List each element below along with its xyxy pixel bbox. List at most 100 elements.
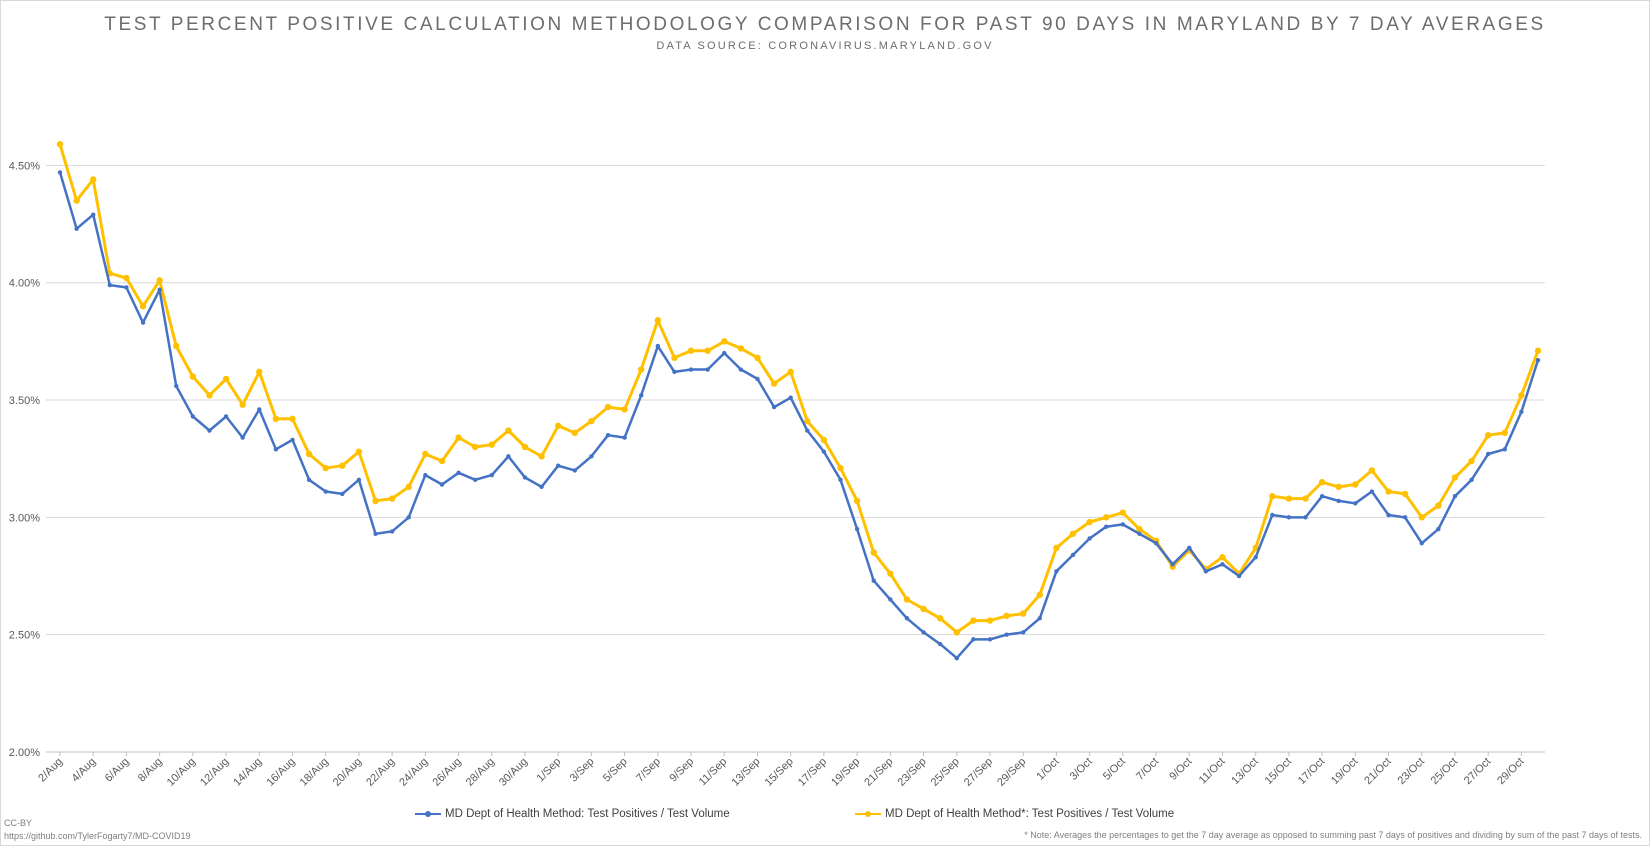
data-point (820, 436, 828, 444)
x-tick-label: 5/Sep (601, 756, 630, 785)
data-point (588, 417, 595, 425)
x-tick-label: 28/Aug (464, 756, 497, 789)
data-point (372, 497, 379, 505)
x-tick-label: 3/Oct (1068, 756, 1095, 783)
data-point (174, 383, 179, 389)
data-point (770, 380, 778, 387)
data-point (688, 367, 694, 372)
data-point (771, 404, 777, 410)
x-tick-label: 12/Aug (198, 756, 231, 789)
x-tick-label: 7/Oct (1134, 756, 1161, 783)
data-point (1435, 502, 1442, 509)
methodology-note: * Note: Averages the percentages to get … (1024, 830, 1642, 840)
x-tick-label: 11/Sep (697, 756, 730, 789)
data-point (306, 477, 312, 483)
data-point (1519, 409, 1524, 414)
data-point (1502, 447, 1507, 452)
data-point (1203, 569, 1209, 574)
data-point (1369, 489, 1375, 494)
data-point (206, 392, 213, 399)
data-point (1485, 451, 1491, 457)
data-point (340, 491, 345, 497)
data-point (190, 414, 196, 419)
data-point (157, 287, 162, 292)
data-point (870, 549, 877, 556)
series-group (56, 141, 1542, 661)
data-point (1104, 524, 1109, 529)
data-point (1335, 483, 1342, 491)
data-point (622, 435, 627, 440)
legend-item-series-2: MD Dept of Health Method*: Test Positive… (855, 808, 1174, 820)
data-point (871, 578, 876, 583)
data-point (373, 531, 378, 536)
data-point (1170, 562, 1175, 567)
data-point (971, 637, 976, 642)
x-tick-label: 1/Oct (1034, 756, 1061, 783)
data-point (1153, 540, 1159, 546)
data-point (1086, 518, 1093, 526)
data-point (90, 176, 97, 183)
y-tick-label: 3.50% (9, 395, 40, 407)
data-point (1019, 610, 1027, 617)
data-point (56, 141, 64, 148)
x-tick-label: 23/Oct (1395, 756, 1426, 787)
data-point (273, 447, 279, 452)
data-point (107, 282, 113, 288)
data-point (837, 464, 844, 472)
x-tick-label: 7/Sep (634, 756, 663, 785)
data-point (289, 415, 296, 423)
data-point (737, 345, 745, 352)
x-tick-label: 20/Aug (331, 756, 364, 789)
data-point (1070, 552, 1076, 558)
data-point (722, 350, 727, 356)
data-point (1037, 616, 1042, 621)
x-tick-label: 9/Sep (667, 756, 696, 785)
data-point (256, 368, 263, 376)
data-point (1302, 495, 1309, 502)
data-point (986, 617, 994, 624)
data-point (1219, 554, 1226, 561)
legend-label-series-2: MD Dept of Health Method*: Test Positive… (885, 808, 1175, 820)
data-point (1136, 525, 1143, 533)
data-point (1401, 490, 1409, 498)
data-point (754, 354, 761, 361)
x-tick-label: 21/Sep (862, 756, 895, 789)
x-tick-label: 23/Sep (896, 756, 929, 789)
data-point (1252, 544, 1259, 552)
x-tick-label: 8/Aug (136, 756, 165, 785)
data-point (953, 629, 960, 636)
data-point (388, 495, 396, 502)
x-tick-label: 17/Sep (796, 756, 829, 789)
data-point (704, 347, 711, 354)
data-point (854, 526, 860, 532)
data-point (556, 463, 561, 468)
x-tick-label: 18/Aug (298, 756, 331, 789)
data-point (1004, 632, 1009, 637)
x-tick-label: 13/Sep (729, 756, 762, 789)
data-point (721, 338, 728, 345)
data-point (222, 375, 230, 383)
data-point (1534, 347, 1542, 354)
data-point (438, 457, 446, 465)
data-point (888, 597, 893, 602)
data-point (57, 170, 63, 175)
data-point (671, 354, 678, 361)
data-point (322, 464, 329, 472)
data-point (489, 472, 494, 478)
x-tick-label: 5/Oct (1101, 756, 1128, 783)
data-point (521, 443, 529, 451)
x-tick-label: 11/Oct (1197, 756, 1228, 787)
data-point (73, 197, 80, 204)
legend-swatch-yellow (855, 809, 881, 819)
data-point (1436, 526, 1441, 532)
grid-lines (46, 164, 1545, 753)
data-point (1368, 467, 1376, 474)
data-point (1484, 432, 1492, 439)
x-tick-label: 3/Sep (568, 756, 597, 785)
data-point (1036, 591, 1043, 598)
data-point (1518, 392, 1525, 399)
data-point (1353, 501, 1358, 506)
data-point (290, 437, 295, 443)
data-point (423, 472, 428, 478)
series-yellow (56, 141, 1542, 636)
